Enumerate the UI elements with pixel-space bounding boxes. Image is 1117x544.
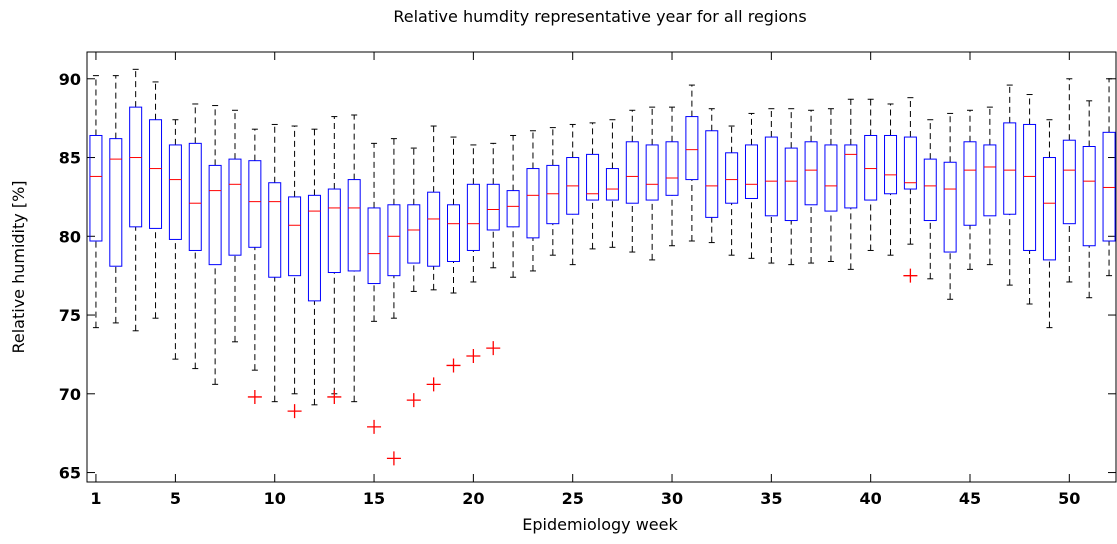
y-tick-label: 65 [59,464,81,483]
outlier [426,377,441,392]
box [725,152,739,204]
box [844,144,858,209]
box [586,153,600,201]
box [903,136,917,190]
outlier [406,393,421,408]
box [546,164,560,225]
x-tick-label: 35 [760,489,782,508]
x-tick-label: 45 [959,489,981,508]
box [645,144,659,201]
box [943,161,957,253]
outlier [386,451,401,466]
plot-frame [86,51,1117,483]
box [1023,123,1037,251]
box [228,158,242,256]
y-tick-label: 85 [59,149,81,168]
outlier [486,341,501,356]
box [625,141,639,204]
outlier [446,358,461,373]
box [685,116,699,181]
box [665,141,679,196]
box [109,138,123,267]
box [387,204,401,277]
x-tick-label: 50 [1058,489,1080,508]
box [1062,139,1076,225]
box [288,196,302,277]
outlier [327,389,342,404]
y-tick-label: 75 [59,306,81,325]
box [486,183,500,231]
outlier [367,419,382,434]
box [506,190,520,228]
box [884,134,898,195]
x-tick-label: 20 [462,489,484,508]
y-tick-label: 80 [59,227,81,246]
box [764,136,778,217]
box [923,158,937,222]
x-tick-label: 25 [562,489,584,508]
box [89,134,103,242]
box [367,207,381,285]
box [983,144,997,217]
x-tick-label: 40 [860,489,882,508]
outlier [903,268,918,283]
box [963,141,977,226]
box [129,106,143,228]
chart-title: Relative humdity representative year for… [393,7,806,26]
box [824,144,838,212]
x-axis-label: Epidemiology week [522,515,678,534]
box [804,141,818,206]
y-axis-label: Relative humidity [%] [9,180,28,353]
box [1042,157,1056,261]
box [605,168,619,201]
box [1003,122,1017,215]
x-tick-label: 10 [264,489,286,508]
x-tick-label: 15 [363,489,385,508]
box [1082,146,1096,247]
box [466,183,480,251]
x-tick-label: 5 [170,489,181,508]
y-tick-label: 90 [59,70,81,89]
box [188,142,202,251]
outlier [466,348,481,363]
box [208,164,222,266]
box [705,130,719,218]
outlier [247,389,262,404]
x-tick-label: 1 [90,489,101,508]
y-tick-label: 70 [59,385,81,404]
box [526,168,540,239]
box [248,160,262,248]
box [447,204,461,262]
box [347,179,361,272]
box [149,119,163,229]
box [327,188,341,274]
box [168,144,182,240]
box [268,182,282,278]
box [744,144,758,199]
box [784,147,798,222]
box [864,134,878,201]
outlier [287,404,302,419]
box [307,194,321,302]
box [427,191,441,267]
x-tick-label: 30 [661,489,683,508]
box [407,204,421,264]
box [1102,131,1116,242]
